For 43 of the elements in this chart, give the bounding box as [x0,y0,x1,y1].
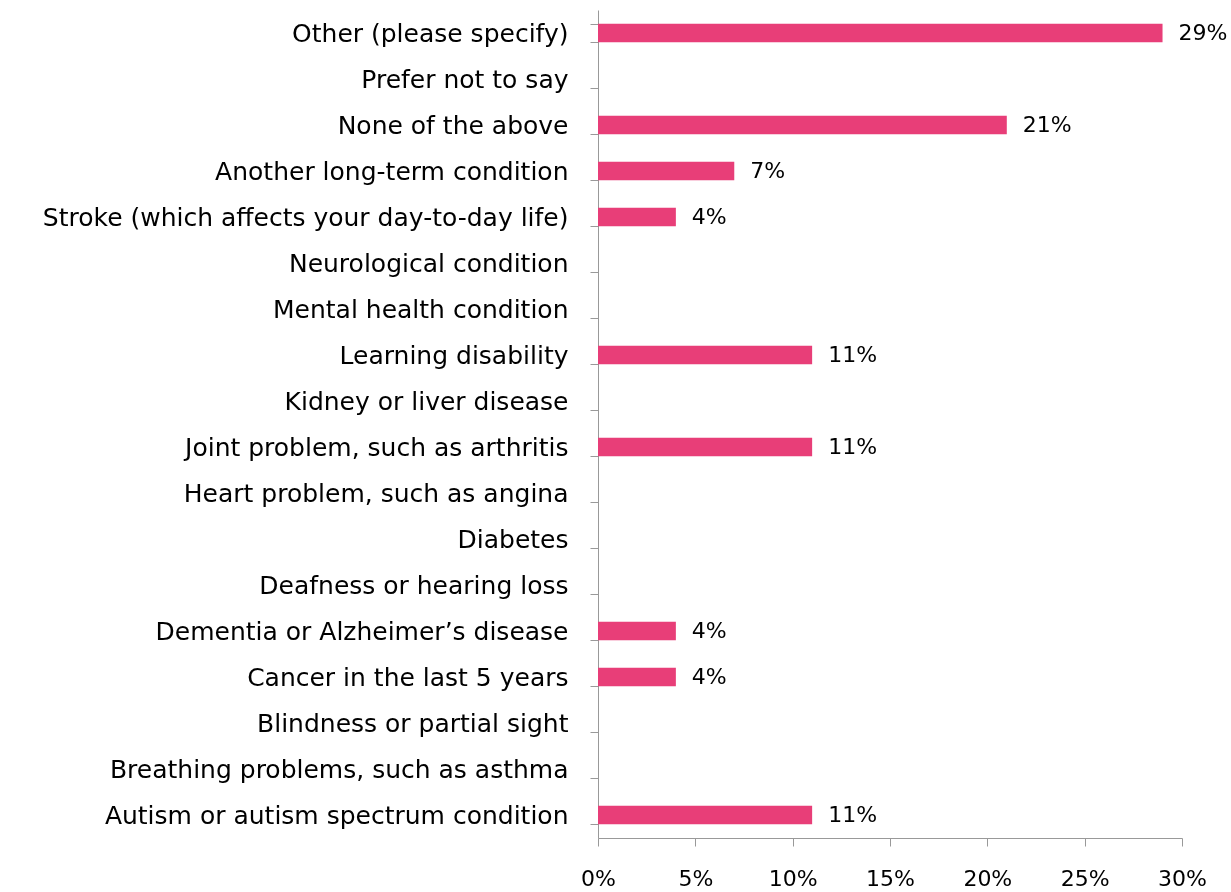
x-tick-label: 15% [866,865,915,891]
bar [598,161,735,181]
y-tick-label: Autism or autism spectrum condition [104,800,569,830]
x-tick-label: 25% [1060,865,1110,891]
data-label: 7% [750,158,786,183]
y-tick-label: Cancer in the last 5 years [247,662,569,692]
bar [598,621,676,641]
y-tick-label: Deafness or hearing loss [259,570,569,600]
x-tick-label: 5% [678,865,714,891]
bar [598,667,676,687]
bar [598,23,1163,43]
data-label: 29% [1178,20,1228,45]
x-tick-label: 10% [768,865,818,891]
y-tick-label: Mental health condition [273,294,569,324]
y-tick-label: Dementia or Alzheimer’s disease [155,616,569,646]
data-label: 4% [691,664,727,689]
y-tick-label: Learning disability [339,340,569,370]
bar [598,207,676,227]
y-tick-label: Prefer not to say [361,64,569,94]
y-tick-label: Neurological condition [288,248,569,278]
y-tick-label: Kidney or liver disease [284,386,569,416]
data-label: 11% [828,342,878,367]
bar [598,345,813,365]
y-tick-label: Other (please specify) [292,18,569,48]
y-tick-label: Breathing problems, such as asthma [109,754,569,784]
y-tick-label: Diabetes [457,524,569,554]
data-label: 4% [691,618,727,643]
x-tick-label: 30% [1158,865,1207,891]
bar [598,115,1007,135]
data-label: 4% [691,204,727,229]
data-label: 21% [1022,112,1072,137]
y-tick-label: Another long-term condition [215,156,569,186]
y-tick-label: Joint problem, such as arthritis [183,432,569,462]
data-label: 11% [828,434,878,459]
bar [598,437,813,457]
y-tick-label: Stroke (which affects your day-to-day life) [42,202,569,232]
x-tick-label: 0% [581,865,616,891]
bar [598,805,813,825]
y-tick-label: Blindness or partial sight [257,708,569,738]
x-tick-label: 20% [963,865,1013,891]
y-tick-label: Heart problem, such as angina [183,478,569,508]
y-tick-label: None of the above [337,110,569,140]
data-label: 11% [828,802,878,827]
